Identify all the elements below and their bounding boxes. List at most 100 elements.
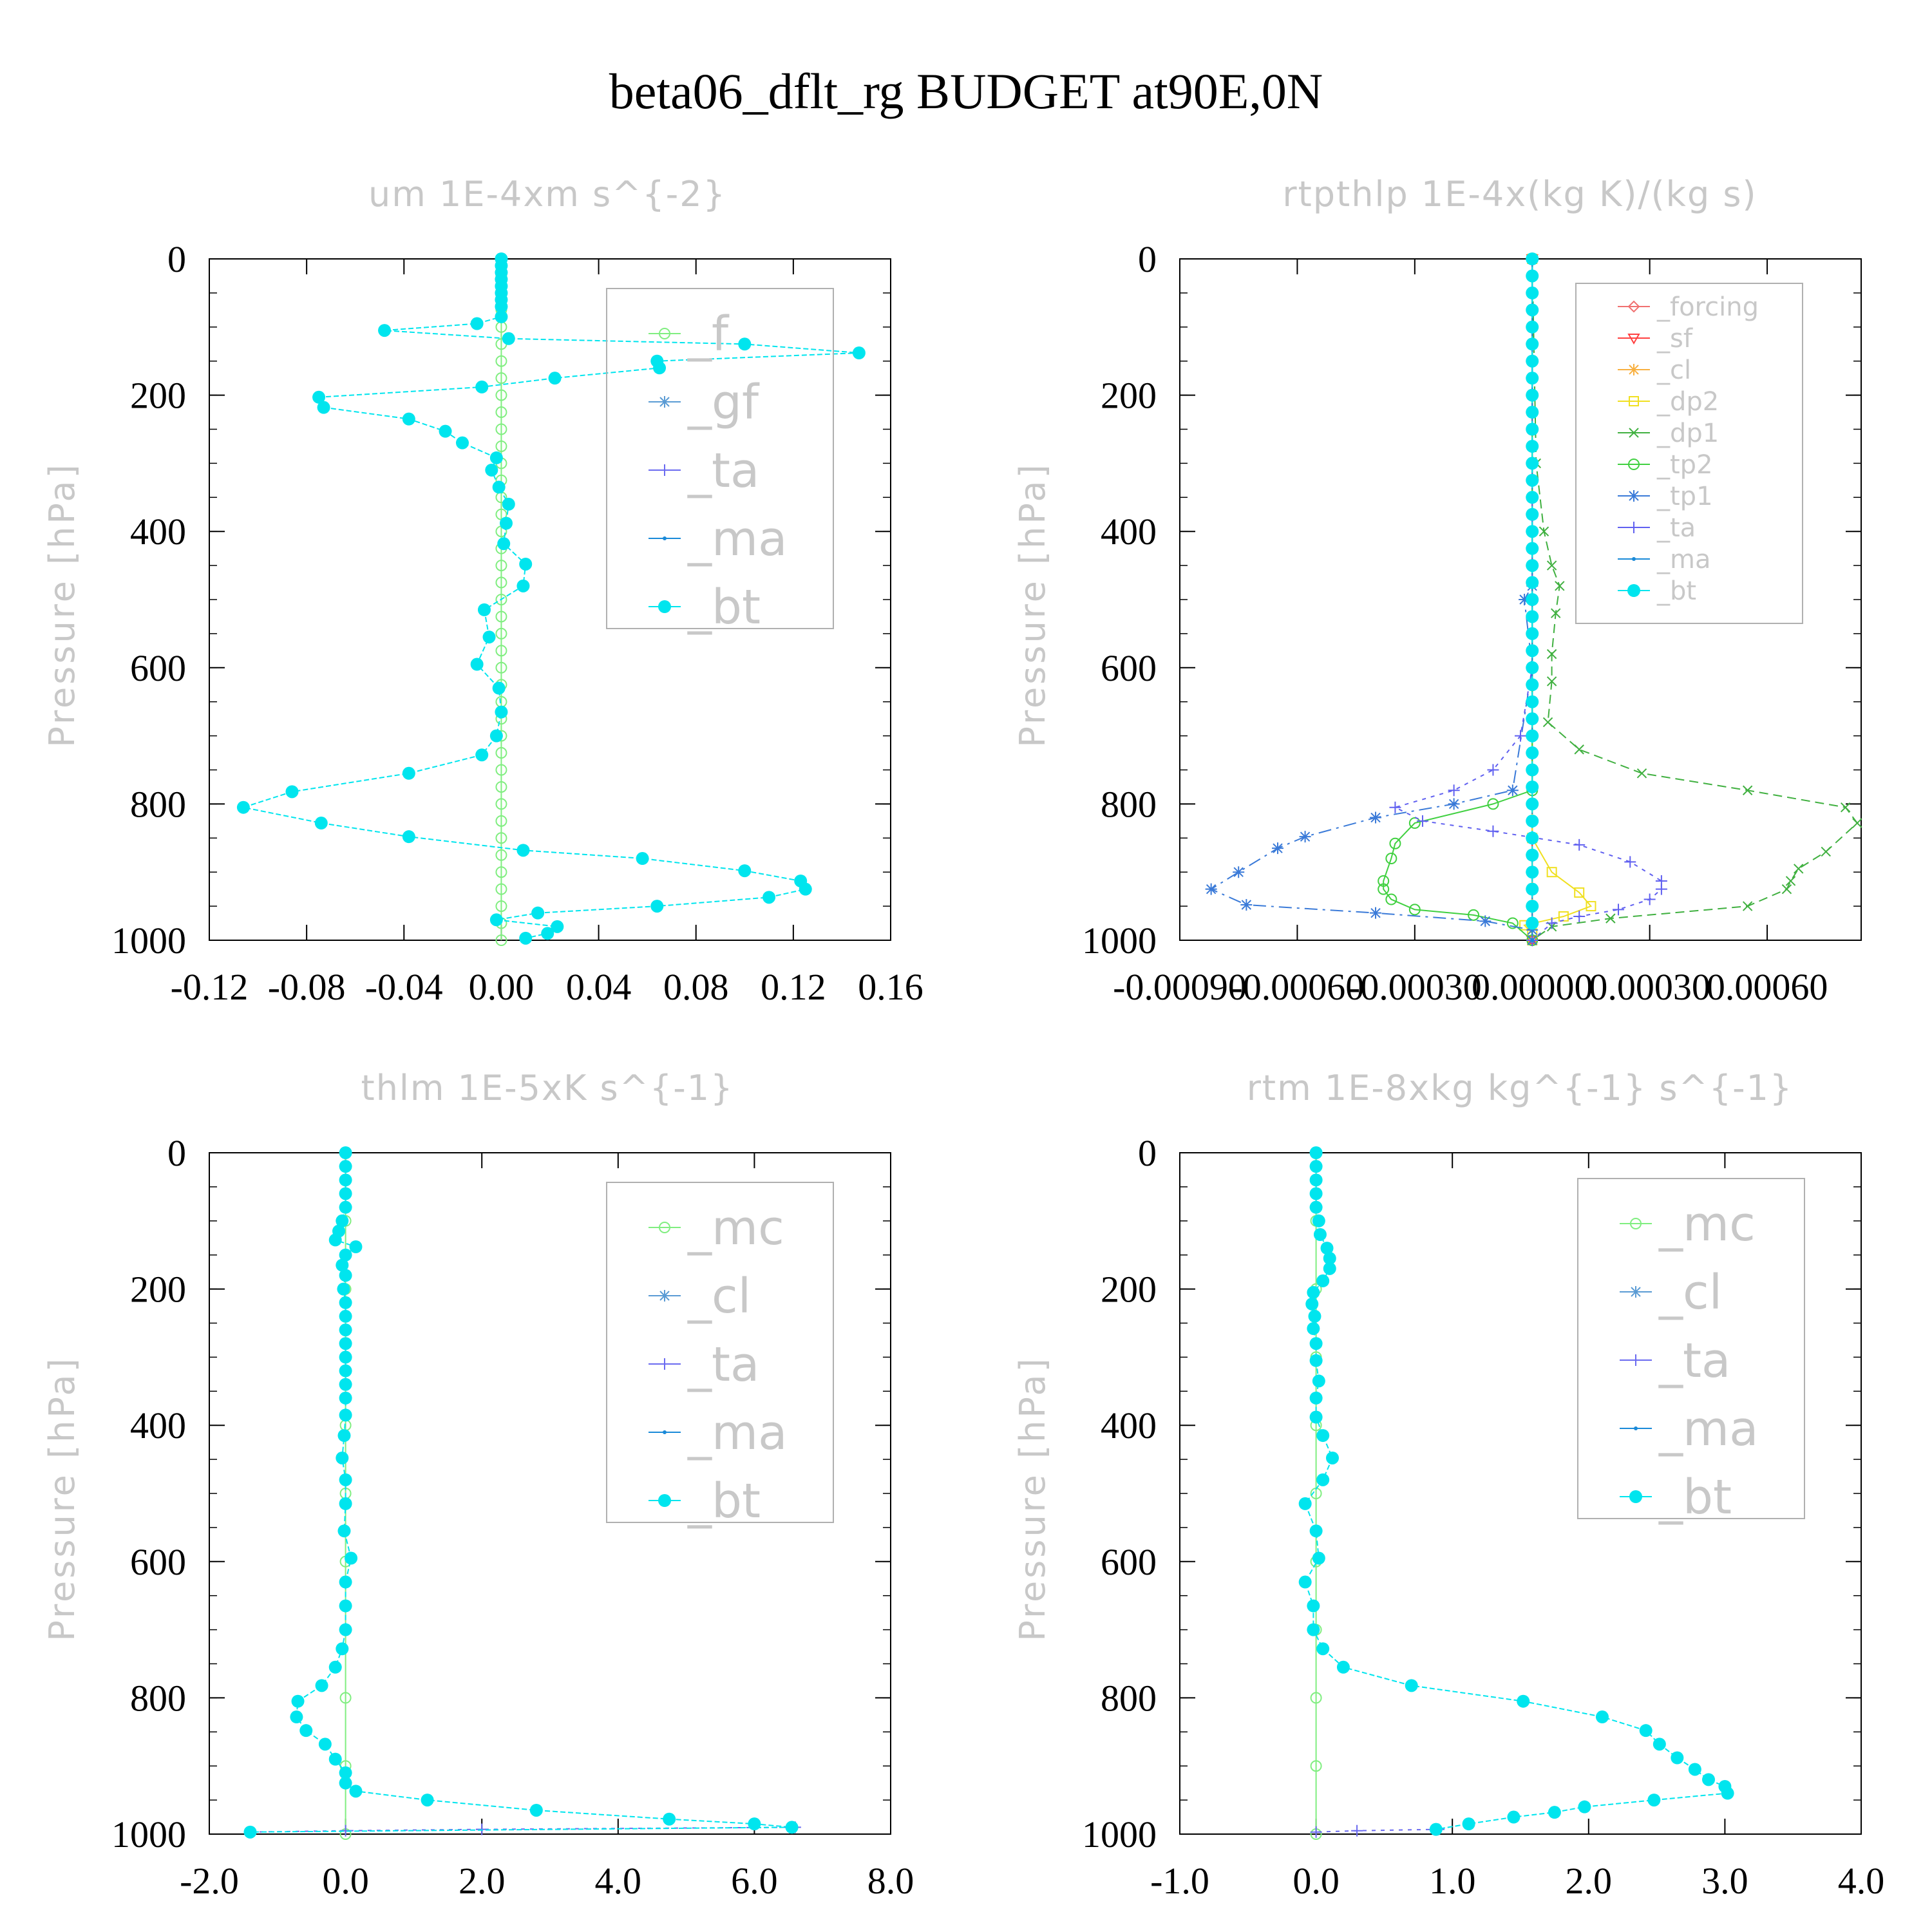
data-point bbox=[1526, 457, 1539, 470]
data-point bbox=[339, 1173, 352, 1187]
data-point bbox=[336, 1258, 349, 1272]
data-point bbox=[475, 748, 489, 762]
data-point bbox=[1742, 785, 1753, 795]
data-point bbox=[1546, 676, 1557, 687]
data-point bbox=[1320, 1242, 1334, 1255]
data-point bbox=[1526, 406, 1539, 419]
panel-2: rtpthlp 1E-4x(kg K)/(kg s) 0 200 400 600 800 1… bbox=[1012, 174, 1862, 1008]
plot-frame bbox=[1179, 1152, 1862, 1835]
legend-marker bbox=[1629, 428, 1639, 438]
data-point bbox=[495, 594, 507, 605]
data-point bbox=[1205, 883, 1217, 895]
data-point bbox=[1526, 729, 1539, 743]
data-point bbox=[339, 1473, 352, 1486]
data-point bbox=[291, 1694, 305, 1708]
data-point bbox=[495, 781, 507, 793]
y-tick-label: 200 bbox=[1101, 1269, 1157, 1311]
series-line bbox=[1393, 259, 1662, 941]
data-point bbox=[1316, 1473, 1330, 1486]
data-point bbox=[1323, 1251, 1336, 1265]
data-point bbox=[495, 300, 508, 314]
legend-label: _gf bbox=[687, 375, 760, 430]
data-point bbox=[1448, 798, 1460, 810]
legend-marker bbox=[1628, 364, 1640, 375]
y-tick-label: 1000 bbox=[1082, 1814, 1157, 1855]
data-point bbox=[339, 1269, 352, 1282]
y-tick-label: 200 bbox=[130, 375, 186, 417]
data-point bbox=[339, 1776, 352, 1790]
data-point bbox=[1506, 917, 1519, 929]
data-point bbox=[243, 1825, 257, 1839]
y-tick-label: 1000 bbox=[111, 1814, 186, 1855]
data-point bbox=[495, 747, 507, 759]
legend-marker bbox=[1628, 490, 1640, 502]
data-point bbox=[1551, 608, 1561, 618]
data-point bbox=[495, 798, 507, 810]
data-point bbox=[1526, 525, 1539, 538]
data-point bbox=[485, 463, 498, 477]
legend-label: _ta bbox=[687, 1337, 759, 1392]
data-point bbox=[1530, 938, 1535, 942]
data-point bbox=[1479, 915, 1492, 927]
data-point bbox=[339, 1248, 352, 1262]
y-tick-label: 800 bbox=[1101, 1677, 1157, 1719]
y-tick-label: 400 bbox=[1101, 511, 1157, 553]
data-point bbox=[1688, 1763, 1701, 1776]
x-tick-label: -1.0 bbox=[1150, 1860, 1209, 1902]
data-point bbox=[1310, 1826, 1322, 1838]
data-point bbox=[495, 866, 507, 878]
data-point bbox=[1785, 876, 1796, 886]
legend-label: _ma bbox=[687, 511, 787, 567]
panel-title: rtpthlp 1E-4x(kg K)/(kg s) bbox=[1282, 174, 1757, 214]
legend-label: _forcing bbox=[1656, 292, 1759, 322]
legend-marker bbox=[659, 1222, 670, 1233]
data-point bbox=[1526, 388, 1539, 402]
data-point bbox=[1310, 1692, 1322, 1704]
y-tick-label: 200 bbox=[130, 1269, 186, 1311]
data-point bbox=[1605, 913, 1616, 923]
data-point bbox=[339, 1766, 352, 1779]
series-bt bbox=[236, 252, 866, 945]
data-point bbox=[475, 380, 489, 393]
data-point bbox=[1370, 907, 1382, 919]
series-line bbox=[250, 1826, 795, 1833]
x-tick-label: 0.00 bbox=[469, 966, 535, 1008]
data-point bbox=[339, 1623, 352, 1636]
data-point bbox=[519, 557, 533, 571]
data-point bbox=[492, 681, 506, 695]
data-point bbox=[1526, 354, 1539, 368]
data-point bbox=[1526, 337, 1539, 351]
data-point bbox=[1308, 1309, 1321, 1323]
x-tick-label: -2.0 bbox=[180, 1860, 239, 1902]
legend-label: _mc bbox=[1658, 1197, 1756, 1252]
data-point bbox=[1546, 867, 1557, 878]
data-point bbox=[1852, 818, 1862, 828]
data-point bbox=[1840, 802, 1851, 813]
data-point bbox=[495, 849, 507, 861]
data-point bbox=[339, 1146, 352, 1159]
data-point bbox=[516, 579, 530, 592]
y-tick-label: 0 bbox=[1138, 238, 1157, 280]
y-tick-label: 400 bbox=[130, 511, 186, 553]
y-axis-label: Pressure [hPa] bbox=[1012, 462, 1053, 747]
data-point bbox=[1526, 763, 1539, 777]
data-point bbox=[519, 931, 533, 945]
legend-box bbox=[606, 288, 834, 629]
data-point bbox=[1515, 730, 1526, 742]
data-point bbox=[345, 1551, 358, 1565]
data-point bbox=[1586, 901, 1596, 912]
data-point bbox=[299, 1724, 313, 1738]
data-point bbox=[1526, 286, 1539, 299]
data-point bbox=[1416, 815, 1428, 827]
legend-marker bbox=[663, 1430, 667, 1434]
series-bt bbox=[1526, 252, 1539, 930]
data-point bbox=[1542, 717, 1553, 728]
data-point bbox=[349, 1785, 363, 1798]
series-line bbox=[1383, 259, 1533, 941]
x-tick-label: 0.0 bbox=[322, 1860, 369, 1902]
data-point bbox=[1429, 1823, 1443, 1836]
y-tick-label: 400 bbox=[1101, 1405, 1157, 1446]
data-point bbox=[1272, 842, 1284, 855]
data-point bbox=[315, 1679, 328, 1692]
